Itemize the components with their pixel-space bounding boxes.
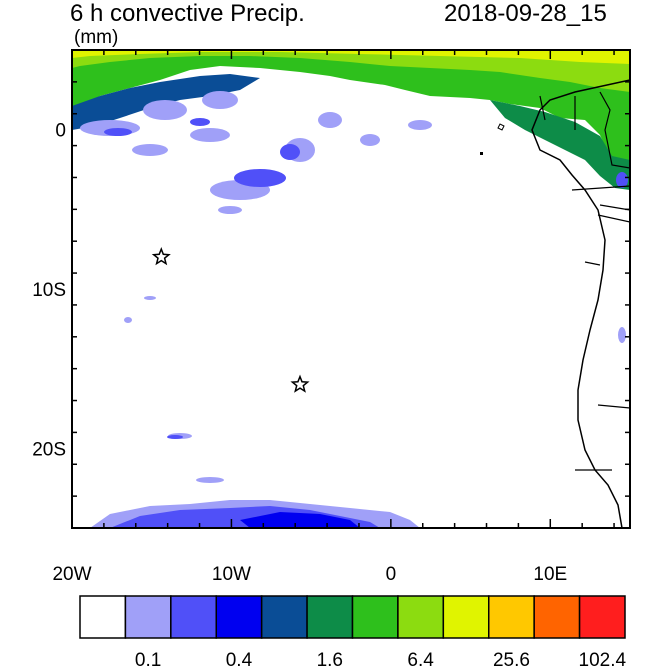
colorbar-swatch	[170, 595, 217, 639]
colorbar-swatch	[79, 595, 127, 639]
valid-time: 2018-09-28_15	[444, 0, 607, 27]
plot-frame	[71, 49, 631, 529]
colorbar-label: 1.6	[317, 650, 343, 667]
coastline	[531, 50, 630, 528]
precip-band-yellow	[72, 50, 630, 64]
colorbar-swatch	[397, 595, 445, 639]
colorbar-swatch	[488, 595, 535, 639]
precip-scatter-medium	[104, 118, 628, 439]
island-sao-tome	[480, 152, 483, 155]
colorbar-swatch	[306, 595, 354, 639]
colorbar-swatch	[578, 595, 626, 639]
colorbar-label: 0.1	[135, 650, 161, 667]
x-tick-label: 10W	[212, 564, 251, 585]
island-bioko	[497, 123, 505, 131]
colorbar	[79, 595, 626, 639]
y-tick-label: 20S	[32, 439, 66, 460]
colorbar-swatch	[215, 595, 263, 639]
colorbar-swatch	[260, 595, 308, 639]
colorbar-swatch	[351, 595, 399, 639]
x-tick-label: 0	[386, 564, 397, 585]
colorbar-label: 0.4	[226, 650, 253, 667]
star-marker-1	[151, 247, 171, 266]
country-borders	[539, 91, 630, 471]
colorbar-labels: 0.1 0.4 1.6 6.4 25.6 102.4	[135, 650, 627, 667]
precip-band-lightgreen	[72, 50, 630, 92]
precip-field	[72, 50, 630, 528]
map-title: 6 h convective Precip.	[70, 0, 305, 27]
colorbar-swatch	[124, 595, 172, 639]
y-tick-label: 10S	[32, 280, 66, 301]
y-tick-label: 0	[55, 121, 66, 142]
x-tick-label: 20W	[52, 564, 91, 585]
station-markers	[151, 247, 310, 393]
colorbar-label: 102.4	[579, 650, 627, 667]
colorbar-label: 25.6	[493, 650, 530, 667]
colorbar-swatch	[442, 595, 490, 639]
x-tick-label: 10E	[533, 564, 567, 585]
precip-south-dark	[240, 512, 360, 528]
axis-ticks	[71, 49, 630, 529]
axis-tick-labels: 20W 10W 0 10E 0 10S 20S	[32, 121, 567, 585]
colorbar-swatch	[533, 595, 581, 639]
star-marker-2	[290, 374, 310, 393]
precip-band-green	[72, 50, 630, 162]
units-label: (mm)	[74, 27, 119, 48]
colorbar-label: 6.4	[407, 650, 434, 667]
precip-band-darkgreen	[490, 100, 630, 190]
